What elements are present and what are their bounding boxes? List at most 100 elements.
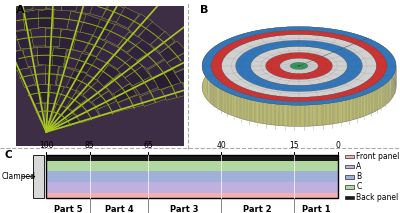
Polygon shape	[153, 69, 181, 90]
Polygon shape	[107, 48, 132, 69]
Polygon shape	[33, 103, 45, 121]
Bar	[46, 171, 338, 182]
Polygon shape	[56, 66, 74, 87]
Polygon shape	[92, 91, 116, 109]
Polygon shape	[23, 47, 38, 67]
Polygon shape	[266, 52, 332, 79]
Polygon shape	[97, 100, 122, 116]
Text: A: A	[356, 162, 362, 171]
Polygon shape	[89, 0, 109, 17]
Text: Front panel: Front panel	[356, 152, 400, 161]
Polygon shape	[236, 40, 362, 92]
Bar	[46, 155, 338, 161]
Polygon shape	[117, 55, 142, 78]
Text: C: C	[5, 150, 12, 160]
Polygon shape	[211, 30, 387, 102]
Polygon shape	[202, 48, 396, 126]
Polygon shape	[51, 48, 67, 67]
Text: A: A	[16, 5, 25, 15]
Polygon shape	[17, 68, 36, 88]
Polygon shape	[45, 65, 59, 85]
Polygon shape	[65, 92, 87, 111]
Polygon shape	[116, 7, 139, 28]
Polygon shape	[0, 15, 13, 36]
Polygon shape	[13, 30, 34, 49]
Polygon shape	[50, 103, 67, 122]
Polygon shape	[74, 0, 96, 14]
Bar	[46, 161, 338, 171]
Polygon shape	[128, 14, 152, 37]
Polygon shape	[183, 76, 207, 94]
Text: 0: 0	[336, 141, 340, 150]
Polygon shape	[31, 27, 45, 46]
Polygon shape	[162, 81, 187, 100]
Polygon shape	[76, 108, 100, 123]
Polygon shape	[31, 0, 46, 10]
Polygon shape	[86, 59, 109, 80]
Polygon shape	[0, 33, 21, 53]
Polygon shape	[137, 48, 165, 69]
Polygon shape	[266, 52, 332, 79]
Polygon shape	[0, 0, 5, 17]
Bar	[46, 182, 338, 193]
Polygon shape	[140, 89, 166, 106]
Polygon shape	[66, 71, 88, 91]
Polygon shape	[48, 84, 64, 103]
Polygon shape	[118, 32, 144, 52]
Polygon shape	[64, 49, 82, 69]
Text: C: C	[356, 182, 362, 191]
Polygon shape	[280, 58, 318, 74]
Polygon shape	[134, 76, 159, 95]
Bar	[345, 155, 354, 158]
Polygon shape	[148, 60, 174, 79]
Polygon shape	[58, 113, 80, 129]
Text: Part 2: Part 2	[243, 204, 272, 213]
Polygon shape	[72, 31, 92, 52]
Text: 15: 15	[289, 141, 299, 150]
Polygon shape	[67, 11, 86, 32]
Polygon shape	[174, 65, 201, 83]
Polygon shape	[76, 75, 98, 94]
Polygon shape	[96, 42, 120, 63]
Bar	[46, 193, 338, 199]
Polygon shape	[36, 48, 52, 66]
Polygon shape	[290, 62, 308, 69]
Text: Part 4: Part 4	[105, 204, 133, 213]
Polygon shape	[0, 0, 18, 15]
Polygon shape	[72, 99, 96, 116]
Polygon shape	[160, 41, 187, 63]
Bar	[345, 165, 354, 168]
Polygon shape	[29, 65, 46, 85]
Text: 85: 85	[85, 141, 95, 150]
Polygon shape	[80, 14, 101, 35]
Polygon shape	[84, 36, 106, 57]
Polygon shape	[13, 0, 33, 12]
Polygon shape	[37, 84, 51, 103]
Polygon shape	[202, 27, 396, 105]
Polygon shape	[93, 19, 115, 40]
Polygon shape	[56, 86, 77, 107]
Polygon shape	[125, 66, 151, 86]
Polygon shape	[102, 2, 124, 22]
Polygon shape	[105, 74, 131, 94]
Polygon shape	[7, 50, 28, 71]
Polygon shape	[138, 21, 165, 45]
Polygon shape	[113, 84, 137, 102]
Polygon shape	[38, 9, 53, 27]
Polygon shape	[127, 38, 154, 60]
Polygon shape	[236, 40, 362, 92]
Polygon shape	[222, 35, 376, 97]
Polygon shape	[250, 46, 348, 86]
Text: Part 3: Part 3	[170, 204, 199, 213]
Polygon shape	[55, 108, 74, 125]
Text: Part 5: Part 5	[54, 204, 82, 213]
Polygon shape	[26, 85, 42, 105]
Polygon shape	[290, 62, 308, 69]
Polygon shape	[97, 65, 121, 86]
Bar	[46, 155, 338, 199]
Polygon shape	[8, 12, 25, 32]
Text: 40: 40	[216, 141, 226, 150]
Text: Clamped: Clamped	[2, 172, 36, 181]
Text: Back panel: Back panel	[356, 193, 399, 202]
Polygon shape	[250, 46, 348, 86]
